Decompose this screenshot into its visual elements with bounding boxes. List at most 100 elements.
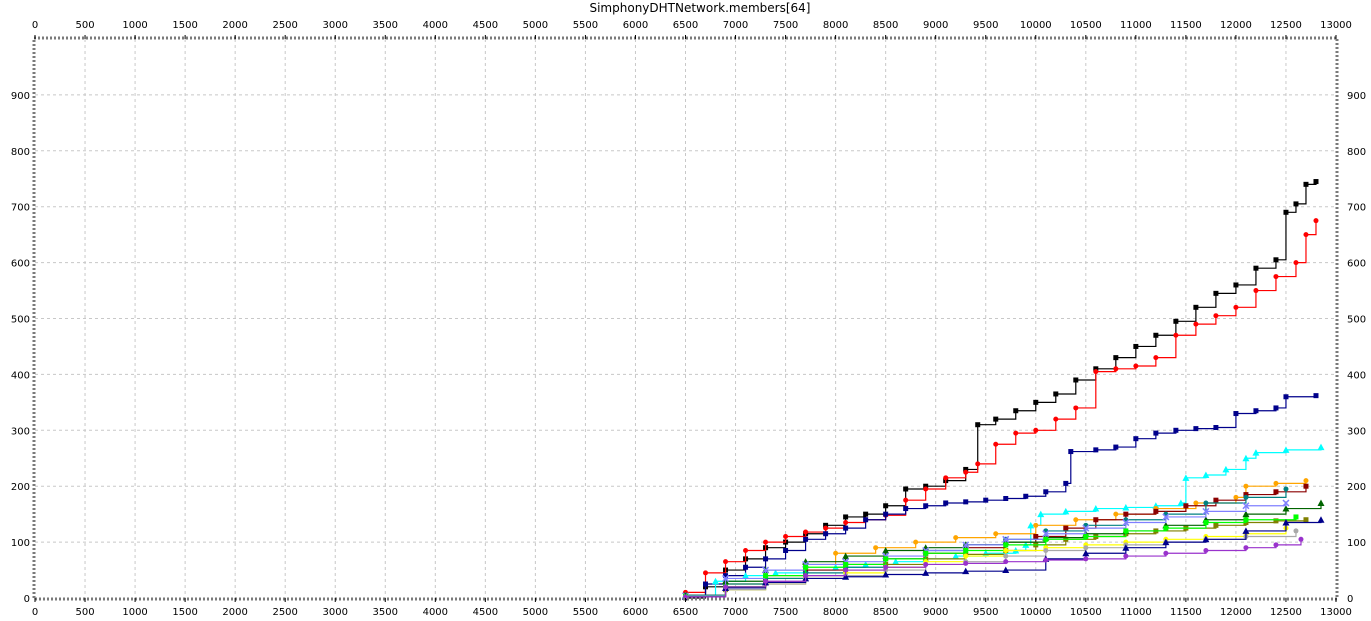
series-line xyxy=(685,395,1317,596)
y-tick-label-left: 200 xyxy=(11,482,30,493)
data-point xyxy=(1123,511,1129,517)
data-point xyxy=(1273,518,1279,524)
data-point xyxy=(1273,480,1279,486)
data-point xyxy=(1093,366,1099,372)
data-point xyxy=(1003,553,1009,559)
data-point xyxy=(1092,505,1100,512)
data-point xyxy=(1273,274,1279,280)
data-point xyxy=(1082,524,1090,532)
x-tick-label-top: 9500 xyxy=(973,20,998,31)
y-tick-label-right: 500 xyxy=(1347,315,1366,326)
data-point xyxy=(1033,427,1039,433)
data-point xyxy=(1123,528,1129,534)
data-point xyxy=(1003,547,1009,553)
data-point xyxy=(963,547,969,553)
data-point xyxy=(803,573,809,579)
data-point xyxy=(1122,503,1130,511)
data-point xyxy=(803,536,809,542)
data-point xyxy=(1222,465,1230,473)
y-tick-label-right: 300 xyxy=(1347,426,1366,437)
data-point xyxy=(1213,290,1219,296)
data-point xyxy=(1073,405,1079,411)
data-point xyxy=(803,564,809,570)
x-tick-label-top: 6000 xyxy=(623,20,648,31)
data-point xyxy=(963,553,969,559)
x-tick-label-bottom: 9000 xyxy=(923,607,948,618)
data-point xyxy=(1273,405,1279,411)
y-tick-label-right: 700 xyxy=(1347,203,1366,214)
data-point xyxy=(1082,549,1090,557)
data-point xyxy=(783,534,789,540)
data-point xyxy=(963,499,969,505)
x-tick-label-top: 1500 xyxy=(172,20,197,31)
y-tick-label-left: 800 xyxy=(11,147,30,158)
series-line xyxy=(685,220,1317,594)
data-point xyxy=(1083,545,1089,551)
data-point xyxy=(963,469,969,475)
data-point xyxy=(1113,366,1119,372)
data-point xyxy=(703,581,709,587)
chart-title: SimphonyDHTNetwork.members[64] xyxy=(589,1,810,15)
data-point xyxy=(842,573,850,580)
data-point xyxy=(923,550,929,556)
data-point xyxy=(1317,443,1325,451)
data-point xyxy=(723,573,729,579)
data-point xyxy=(1293,514,1299,520)
data-point xyxy=(1252,449,1260,456)
series-2 xyxy=(683,218,1319,595)
data-point xyxy=(1303,478,1309,484)
data-point xyxy=(975,461,981,467)
data-point xyxy=(1163,525,1169,531)
series-layer xyxy=(681,179,1325,601)
data-point xyxy=(1153,332,1159,338)
data-point xyxy=(1203,500,1209,506)
data-point xyxy=(772,569,780,576)
x-tick-label-bottom: 4000 xyxy=(423,607,448,618)
data-point xyxy=(975,422,981,428)
y-tick-label-left: 300 xyxy=(11,426,30,437)
data-point xyxy=(842,552,850,560)
data-point xyxy=(843,561,849,567)
data-point xyxy=(1173,318,1179,324)
data-point xyxy=(1043,489,1049,495)
data-point xyxy=(1173,427,1179,433)
data-point xyxy=(1282,519,1290,526)
y-tick-label-right: 600 xyxy=(1347,259,1366,270)
data-point xyxy=(1273,489,1279,495)
x-tick-label-top: 4500 xyxy=(473,20,498,31)
data-point xyxy=(993,441,999,447)
data-point xyxy=(1282,499,1290,507)
data-point xyxy=(1313,393,1319,399)
data-point xyxy=(1213,425,1219,431)
data-point xyxy=(1013,408,1019,414)
x-tick-label-top: 5000 xyxy=(523,20,548,31)
data-point xyxy=(922,569,930,576)
data-point xyxy=(1113,444,1119,450)
data-point xyxy=(1233,411,1239,417)
x-tick-label-top: 3000 xyxy=(323,20,348,31)
data-point xyxy=(1083,556,1089,562)
data-point xyxy=(1303,517,1309,523)
x-tick-label-bottom: 10000 xyxy=(1020,607,1052,618)
data-point xyxy=(833,550,839,556)
x-tick-label-top: 8500 xyxy=(873,20,898,31)
x-tick-label-top: 3500 xyxy=(373,20,398,31)
data-point xyxy=(1003,542,1009,548)
x-tick-label-bottom: 7000 xyxy=(723,607,748,618)
data-point xyxy=(882,571,890,578)
grid xyxy=(35,39,1336,598)
data-point xyxy=(1003,495,1009,501)
data-point xyxy=(1213,497,1219,503)
data-point xyxy=(823,531,829,537)
y-tick-label-left: 900 xyxy=(11,91,30,102)
x-tick-label-top: 2500 xyxy=(272,20,297,31)
data-point xyxy=(722,574,730,582)
x-tick-label-bottom: 5000 xyxy=(523,607,548,618)
data-point xyxy=(993,531,999,537)
data-point xyxy=(1002,566,1010,574)
data-point xyxy=(743,547,749,553)
x-tick-label-bottom: 12000 xyxy=(1220,607,1252,618)
data-point xyxy=(1243,492,1249,498)
data-point xyxy=(843,567,849,573)
data-point xyxy=(1063,480,1069,486)
